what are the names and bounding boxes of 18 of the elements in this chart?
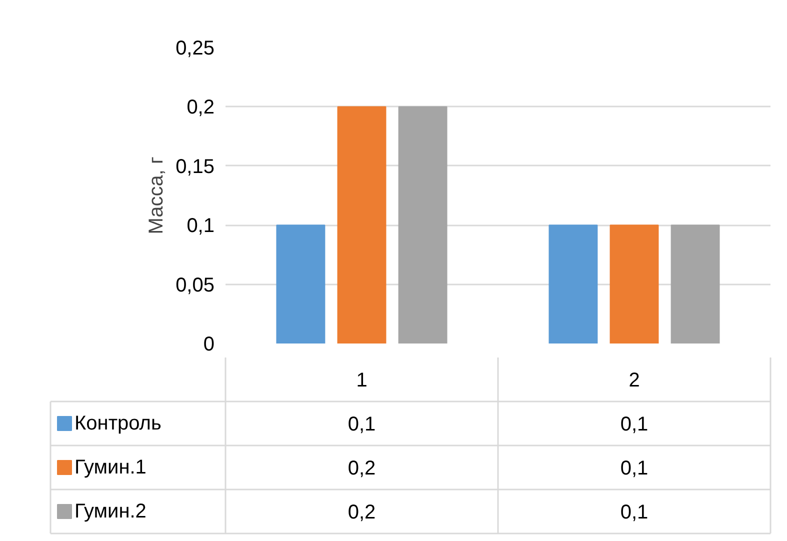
legend-label: Гумин.1 <box>74 456 146 478</box>
y-tick-label: 0,1 <box>186 215 215 238</box>
y-tick-label: 0,15 <box>176 156 215 178</box>
data-label: 0,1 <box>620 502 648 524</box>
y-tick-label: 0 <box>203 334 214 356</box>
data-label: 0,2 <box>348 502 376 524</box>
legend-label: Контроль <box>74 412 162 434</box>
x-tick-label: 2 <box>628 370 640 392</box>
data-label: 0,1 <box>348 414 376 436</box>
data-label: 0,2 <box>348 458 376 480</box>
y-tick-label: 0,25 <box>176 38 215 60</box>
y-tick-label: 0,05 <box>176 274 215 296</box>
legend-label: Гумин.2 <box>74 500 146 522</box>
x-tick-label: 1 <box>356 370 368 392</box>
data-label: 0,1 <box>620 458 648 480</box>
y-tick-label: 0,2 <box>186 96 215 119</box>
y-axis-title: Масса, г <box>146 156 168 234</box>
data-label: 0,1 <box>620 414 648 436</box>
